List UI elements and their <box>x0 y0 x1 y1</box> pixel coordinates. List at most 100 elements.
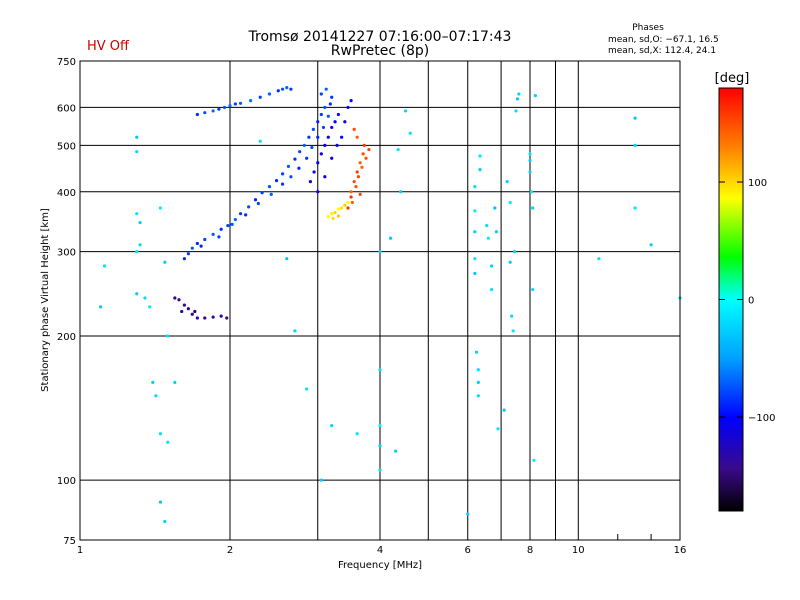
data-point <box>335 143 339 147</box>
phases-x-stats: mean, sd,X: 112.4, 24.1 <box>608 46 716 56</box>
data-point <box>326 114 330 118</box>
data-point <box>222 105 227 110</box>
x-axis-label: Frequency [MHz] <box>338 560 422 571</box>
plot-frame <box>79 60 681 541</box>
data-point <box>230 222 234 226</box>
data-point <box>330 212 334 216</box>
data-point <box>195 316 199 320</box>
data-point <box>285 85 289 90</box>
data-point <box>99 305 103 309</box>
data-point <box>529 190 533 194</box>
data-points <box>99 85 682 524</box>
data-point <box>302 143 306 147</box>
data-point <box>367 147 371 152</box>
colorbar-ticks: 100 0 −100 <box>719 178 775 424</box>
data-point <box>298 150 302 154</box>
data-point <box>326 214 330 219</box>
data-point <box>352 180 356 184</box>
data-point <box>326 135 330 139</box>
data-point <box>138 220 142 225</box>
data-point <box>316 161 320 165</box>
data-point <box>319 478 323 482</box>
data-point <box>182 303 186 307</box>
data-point <box>354 185 358 189</box>
data-point <box>512 250 517 254</box>
data-point <box>219 314 223 318</box>
data-point <box>649 243 653 247</box>
data-point <box>297 166 301 170</box>
hv-status-label: HV Off <box>87 39 130 54</box>
data-point <box>312 170 316 174</box>
data-point <box>473 230 477 234</box>
data-point <box>633 116 637 120</box>
data-point <box>511 329 515 333</box>
data-point <box>244 213 248 217</box>
data-point <box>466 512 470 516</box>
data-point <box>135 292 139 296</box>
colorbar-unit: [deg] <box>715 71 750 86</box>
data-point <box>158 206 163 210</box>
data-point <box>226 223 230 228</box>
data-point <box>346 206 350 210</box>
data-point <box>190 312 194 316</box>
data-point <box>310 145 314 150</box>
data-point <box>330 423 334 428</box>
data-point <box>531 206 535 210</box>
data-point <box>349 190 353 194</box>
data-point <box>256 201 260 206</box>
data-point <box>597 257 601 261</box>
data-point <box>308 180 313 184</box>
data-point <box>135 250 139 254</box>
data-point <box>305 387 309 391</box>
data-point <box>362 143 366 147</box>
data-point <box>195 241 199 246</box>
data-point <box>319 92 323 96</box>
data-point <box>286 164 291 168</box>
data-point <box>528 152 532 156</box>
data-point <box>280 87 285 91</box>
plot-grid <box>80 61 680 540</box>
data-point <box>233 102 237 106</box>
data-point <box>219 227 223 231</box>
data-point <box>321 125 326 130</box>
data-point <box>280 172 285 176</box>
data-point <box>305 156 309 160</box>
data-point <box>493 206 497 210</box>
data-point <box>203 111 207 115</box>
data-point <box>476 394 480 398</box>
data-point <box>330 156 334 160</box>
data-point <box>361 152 365 156</box>
data-point <box>346 105 350 110</box>
data-point <box>163 260 167 264</box>
data-point <box>289 87 293 91</box>
data-point <box>316 120 320 124</box>
data-point <box>508 200 512 205</box>
data-point <box>311 127 315 131</box>
data-point <box>186 307 190 311</box>
data-point <box>166 440 170 444</box>
data-point <box>269 192 273 196</box>
data-point <box>473 209 477 213</box>
data-point <box>267 185 272 189</box>
data-point <box>217 107 221 111</box>
data-point <box>515 97 520 101</box>
data-point <box>177 298 181 302</box>
chart-subtitle: RwPretec (8p) <box>331 43 429 59</box>
data-point <box>533 94 537 98</box>
data-point <box>166 334 170 338</box>
data-point <box>403 109 408 113</box>
data-point <box>233 217 237 222</box>
data-point <box>494 230 499 234</box>
data-point <box>253 198 258 202</box>
data-point <box>151 380 155 384</box>
colorbar-tick-label: 100 <box>748 178 767 189</box>
data-point <box>340 206 344 210</box>
data-point <box>258 139 262 143</box>
data-point <box>182 257 186 261</box>
data-point <box>190 246 194 250</box>
data-point <box>355 170 359 174</box>
data-point <box>355 135 359 139</box>
data-point <box>517 92 521 96</box>
data-point <box>225 316 229 320</box>
data-point <box>343 120 347 124</box>
